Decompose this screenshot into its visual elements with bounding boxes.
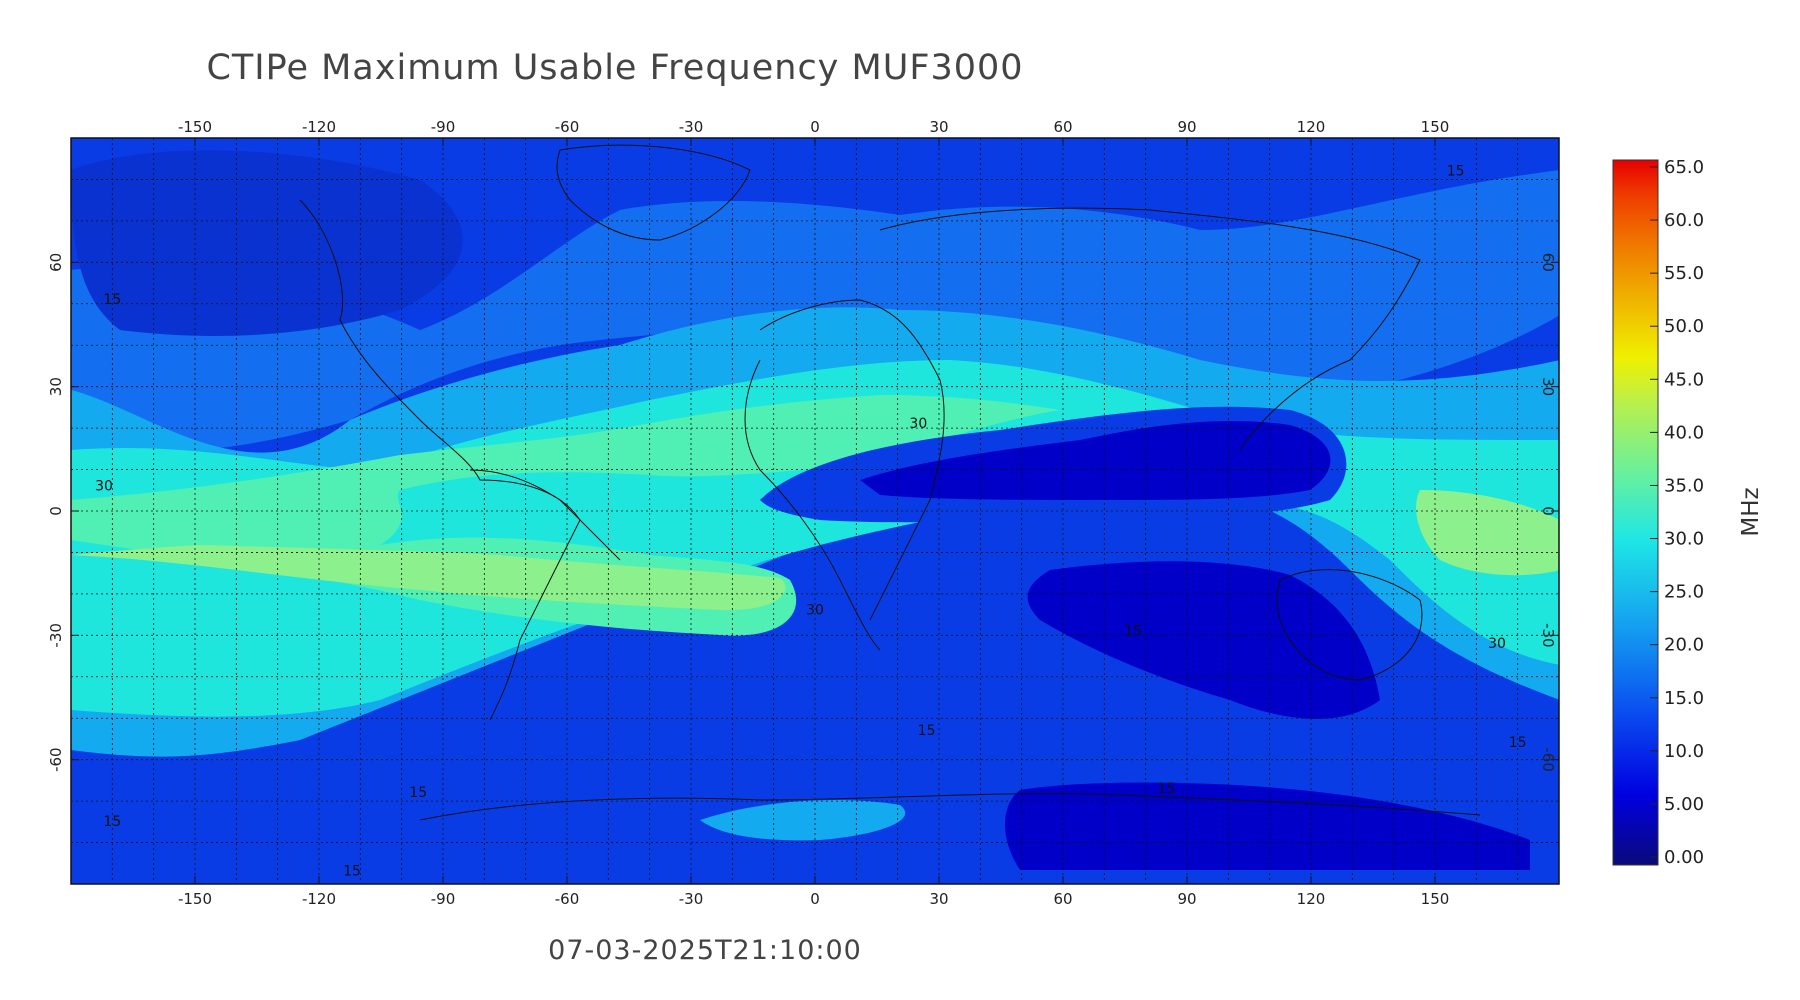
lon-label-bottom: -90 bbox=[431, 890, 456, 908]
band-30-35 bbox=[71, 395, 1060, 556]
low-region-lt10 bbox=[860, 420, 1331, 500]
lon-label-top: -60 bbox=[555, 118, 580, 136]
south-low-lt10 bbox=[1027, 561, 1380, 719]
contour-label: 15 bbox=[1124, 623, 1142, 639]
colorbar-tick-label: 65.0 bbox=[1664, 157, 1704, 178]
colorbar-tick-label: 20.0 bbox=[1664, 635, 1704, 656]
lon-label-top: -30 bbox=[679, 118, 704, 136]
colorbar-tick-label: 45.0 bbox=[1664, 369, 1704, 390]
lon-label-bottom: 150 bbox=[1421, 890, 1450, 908]
lon-label-bottom: -150 bbox=[178, 890, 212, 908]
contour-label: 30 bbox=[95, 478, 113, 494]
north-low-region bbox=[71, 150, 463, 336]
colorbar-tick-label: 50.0 bbox=[1664, 316, 1704, 337]
contour-label: 15 bbox=[1157, 781, 1175, 797]
contour-label: 15 bbox=[1509, 735, 1527, 751]
timestamp: 07-03-2025T21:10:00 bbox=[548, 935, 862, 966]
colorbar-unit-label: MHz bbox=[1738, 487, 1764, 536]
lon-label-bottom: -60 bbox=[555, 890, 580, 908]
lon-label-bottom: -120 bbox=[302, 890, 336, 908]
lon-label-top: 0 bbox=[810, 118, 820, 136]
colorbar-tick-label: 15.0 bbox=[1664, 688, 1704, 709]
contour-label: 15 bbox=[1447, 163, 1465, 179]
colorbar-tick-label: 0.00 bbox=[1664, 847, 1704, 868]
lat-label-left: -60 bbox=[47, 747, 65, 772]
lon-label-top: -90 bbox=[431, 118, 456, 136]
lon-label-top: 60 bbox=[1053, 118, 1072, 136]
contour-label: 30 bbox=[909, 416, 927, 432]
lat-label-right: -60 bbox=[1539, 747, 1557, 772]
lat-label-left: 30 bbox=[47, 377, 65, 396]
antarctic-low-lt10 bbox=[1005, 782, 1530, 870]
lon-label-top: -120 bbox=[302, 118, 336, 136]
lat-label-left: 0 bbox=[47, 506, 65, 516]
lon-label-top: -150 bbox=[178, 118, 212, 136]
lon-label-bottom: 60 bbox=[1053, 890, 1072, 908]
lon-label-top: 120 bbox=[1297, 118, 1326, 136]
contour-label: 30 bbox=[1488, 636, 1506, 652]
lon-label-bottom: 30 bbox=[929, 890, 948, 908]
lon-label-bottom: 90 bbox=[1177, 890, 1196, 908]
lat-label-right: 60 bbox=[1539, 253, 1557, 272]
gridlines bbox=[71, 138, 1559, 884]
contour-label: 30 bbox=[806, 603, 824, 619]
colorbar-gradient bbox=[1612, 159, 1659, 866]
lat-label-right: -30 bbox=[1539, 623, 1557, 648]
contour-label: 15 bbox=[409, 785, 427, 801]
colorbar-tick-label: 30.0 bbox=[1664, 529, 1704, 550]
contour-label: 15 bbox=[343, 864, 361, 880]
lat-label-left: 60 bbox=[47, 253, 65, 272]
contour-label: 15 bbox=[918, 723, 936, 739]
antarctic-patch bbox=[700, 800, 906, 841]
colorbar-tick-label: 55.0 bbox=[1664, 263, 1704, 284]
colorbar-tick-label: 10.0 bbox=[1664, 741, 1704, 762]
lat-label-right: 30 bbox=[1539, 377, 1557, 396]
colorbar-tick-label: 60.0 bbox=[1664, 210, 1704, 231]
lon-label-bottom: 0 bbox=[810, 890, 820, 908]
contour-labels: 15 30 30 30 15 15 15 15 15 15 15 30 15 bbox=[95, 163, 1526, 879]
colorbar-tick-label: 5.00 bbox=[1664, 794, 1704, 815]
colorbar-ticks: 65.0 60.0 55.0 50.0 45.0 40.0 35.0 30.0 25.0 20.0… bbox=[1650, 157, 1704, 868]
map-title: CTIPe Maximum Usable Frequency MUF3000 bbox=[206, 48, 1024, 88]
colorbar-tick-label: 40.0 bbox=[1664, 422, 1704, 443]
lon-label-bottom: -30 bbox=[679, 890, 704, 908]
lat-label-left: -30 bbox=[47, 623, 65, 648]
lon-label-top: 30 bbox=[929, 118, 948, 136]
contour-label: 15 bbox=[103, 814, 121, 830]
lon-label-top: 90 bbox=[1177, 118, 1196, 136]
colorbar-tick-label: 25.0 bbox=[1664, 582, 1704, 603]
contour-label: 15 bbox=[103, 292, 121, 308]
lon-label-top: 150 bbox=[1421, 118, 1450, 136]
coastlines bbox=[299, 144, 1481, 821]
lon-label-bottom: 120 bbox=[1297, 890, 1326, 908]
lat-label-right: 0 bbox=[1539, 506, 1557, 516]
axis-ticks: -150 -150 -120 -120 -90 -90 -60 -60 -30 -30 0 0 30 30… bbox=[47, 118, 1559, 908]
colorbar: 65.0 60.0 55.0 50.0 45.0 40.0 35.0 30.0 25.0 20.0… bbox=[1612, 157, 1764, 868]
colorbar-tick-label: 35.0 bbox=[1664, 475, 1704, 496]
